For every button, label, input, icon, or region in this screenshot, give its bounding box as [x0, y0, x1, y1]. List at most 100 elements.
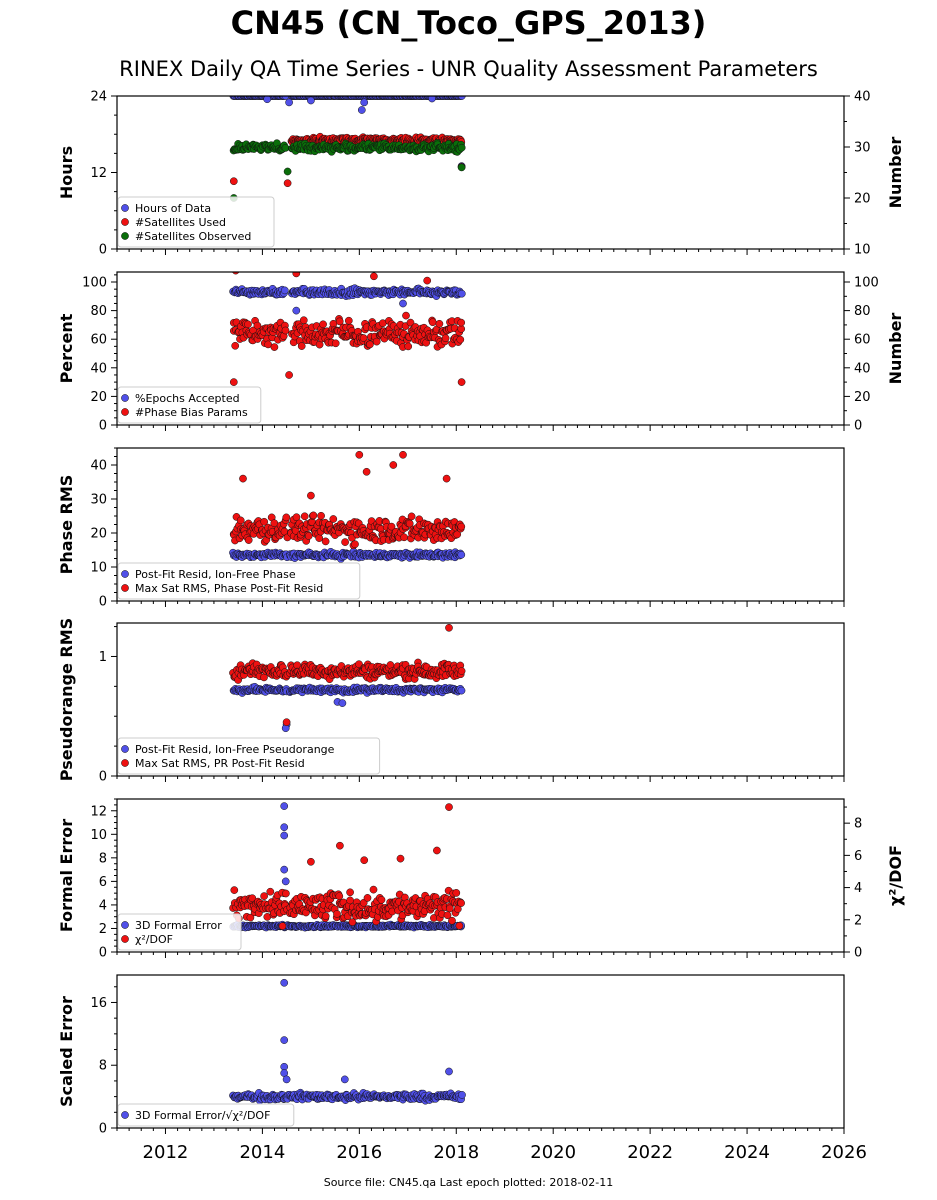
outlier-point — [280, 1036, 289, 1044]
series-2-points — [229, 623, 466, 727]
y-right-tick-label: 0 — [854, 946, 862, 961]
data-point — [321, 537, 330, 546]
legend-label: 3D Formal Error — [135, 919, 222, 932]
outlier-point — [280, 802, 289, 810]
outlier-point — [283, 179, 292, 188]
data-point — [282, 513, 291, 522]
outlier-point — [280, 823, 289, 832]
panel-1-points — [229, 96, 466, 202]
data-point — [319, 320, 327, 329]
series-2-points — [229, 450, 466, 550]
data-point — [230, 886, 239, 894]
y-right-tick-label: 60 — [854, 333, 871, 348]
panel-4-points — [229, 623, 466, 733]
y-tick-label: 20 — [90, 527, 107, 542]
data-point — [321, 912, 330, 920]
legend-marker — [121, 921, 129, 929]
data-point — [248, 894, 257, 903]
outlier-point — [445, 623, 453, 632]
data-point — [457, 550, 466, 559]
y-axis-label: Percent — [57, 313, 76, 383]
y-axis-right-label: Number — [886, 313, 905, 385]
x-tick-label: 2026 — [821, 1142, 867, 1163]
panel-6: 0 8 16 Scaled Error 3D Formal Error/√χ²/DOF — [57, 974, 845, 1137]
legend-marker — [121, 394, 129, 402]
data-point — [331, 339, 340, 348]
series-1-points — [229, 682, 466, 733]
data-point — [457, 143, 466, 152]
series-1-points — [229, 284, 466, 315]
outlier-point — [232, 272, 240, 275]
y-tick-label: 24 — [90, 90, 107, 105]
legend-label: Hours of Data — [135, 202, 211, 215]
data-point — [457, 318, 466, 327]
x-tick-label: 2024 — [724, 1142, 770, 1163]
legend-box — [117, 1103, 295, 1127]
data-point — [246, 913, 255, 922]
outlier-point — [280, 978, 289, 987]
data-point — [369, 885, 378, 894]
data-point — [282, 889, 290, 898]
panel-5-points — [229, 802, 465, 932]
outlier-point — [357, 106, 366, 114]
data-point — [278, 922, 287, 930]
legend-label: χ²/DOF — [135, 933, 173, 946]
outlier-point — [445, 803, 453, 811]
outlier-point — [360, 98, 369, 107]
outlier-point — [307, 96, 315, 105]
y-right-tick-label: 20 — [854, 192, 871, 207]
outlier-point — [285, 98, 293, 107]
data-point — [359, 334, 368, 342]
outlier-point — [263, 96, 272, 104]
legend-label: #Satellites Observed — [135, 230, 251, 243]
data-point — [404, 342, 413, 351]
panel-4: 0 1 Pseudorange RMS Post-Fit Resid, Ion-Fre… — [57, 618, 845, 785]
y-right-tick-label: 40 — [854, 90, 871, 105]
data-point — [453, 530, 462, 539]
data-point — [244, 536, 253, 544]
data-point — [457, 899, 465, 907]
outlier-point — [442, 474, 451, 483]
panel-5: 0 2 4 6 8 10 12 0 2 4 6 8 χ²/DOF Formal Error 3D Forma… — [57, 798, 905, 961]
series-2-points — [229, 272, 466, 386]
data-point — [457, 667, 466, 675]
data-point — [297, 342, 306, 350]
series-3-points — [229, 139, 466, 202]
x-tick-label: 2016 — [336, 1142, 382, 1163]
outlier-point — [433, 846, 441, 855]
outlier-point — [457, 378, 466, 386]
data-point — [363, 894, 372, 902]
data-point — [351, 540, 359, 549]
y-tick-label: 4 — [99, 898, 107, 913]
outlier-point — [399, 299, 407, 308]
outlier-point — [280, 831, 289, 840]
data-point — [457, 289, 466, 298]
series-1-points — [229, 547, 466, 563]
data-point — [244, 320, 252, 329]
y-right-tick-label: 20 — [854, 390, 871, 405]
outlier-point — [360, 856, 369, 865]
chart-title: CN45 (CN_Toco_GPS_2013) — [230, 4, 707, 42]
data-point — [346, 888, 354, 897]
data-point — [387, 522, 396, 531]
source-footer: Source file: CN45.qa Last epoch plotted:… — [323, 1176, 614, 1189]
legend-marker — [121, 759, 129, 767]
data-point — [455, 921, 464, 930]
data-point — [457, 686, 466, 695]
y-axis-right-label: χ²/DOF — [886, 845, 905, 906]
outlier-point — [362, 467, 371, 476]
legend-label: %Epochs Accepted — [135, 392, 240, 405]
data-point — [335, 892, 344, 901]
y-tick-label: 10 — [90, 828, 107, 843]
legend-box — [117, 196, 275, 248]
data-point — [405, 519, 414, 528]
y-tick-label: 1 — [99, 650, 107, 665]
y-right-tick-label: 2 — [854, 913, 862, 928]
y-tick-label: 0 — [99, 1122, 107, 1137]
series-2-points — [229, 803, 465, 930]
legend-marker — [121, 218, 129, 226]
outlier-point — [399, 450, 407, 459]
data-point — [448, 916, 456, 925]
y-right-tick-label: 80 — [854, 304, 871, 319]
data-point — [260, 892, 268, 900]
